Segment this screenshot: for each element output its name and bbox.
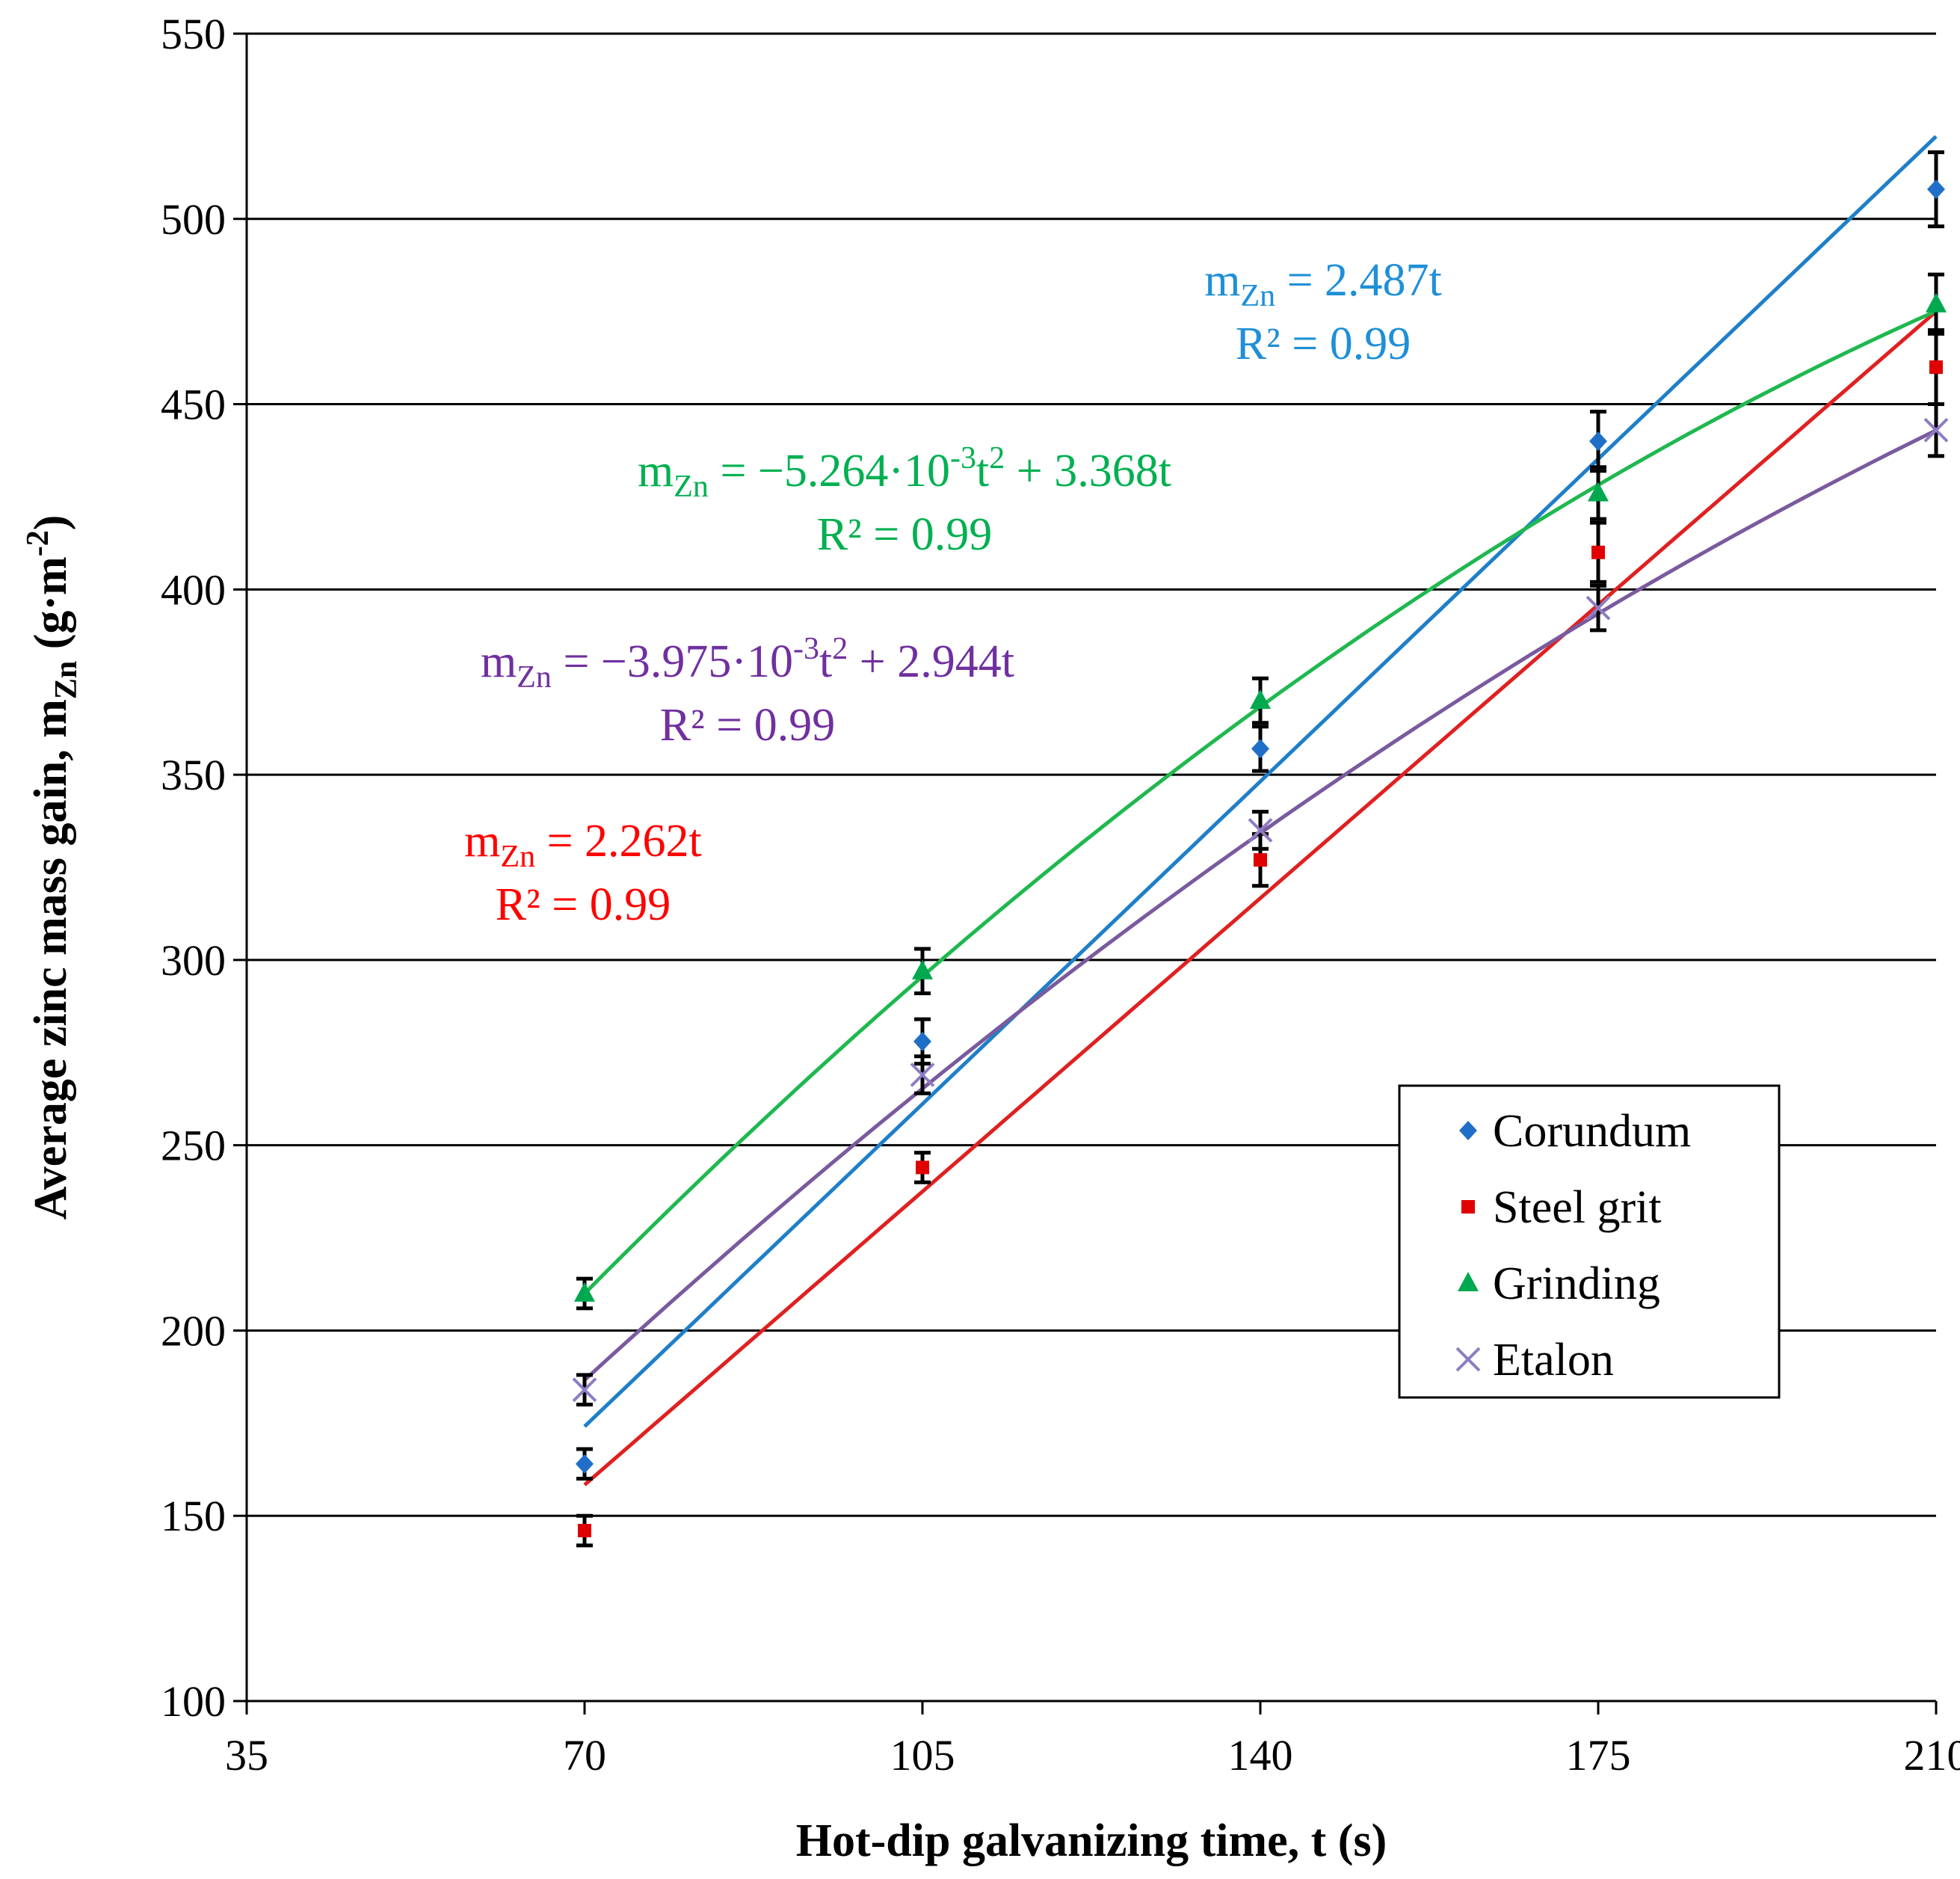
data-point-etalon-stroke: [572, 1377, 597, 1403]
axes: 100 150 200 250 300 350 400 450 500 550 35 70 105 140…: [21, 10, 1960, 1866]
y-axis-title-unit-sup: -2: [21, 530, 55, 556]
data-point-steel-grit: [1591, 545, 1605, 559]
r-squared-corundum: R² = 0.99: [1236, 319, 1411, 369]
y-tick-label: 350: [161, 751, 226, 799]
data-point-etalon-stroke: [910, 1062, 935, 1087]
data-point-corundum: [1589, 431, 1607, 452]
legend-marker-grinding: [1458, 1272, 1479, 1291]
equation-part: = 2.262t: [535, 816, 702, 867]
data-point-etalon: [1585, 595, 1611, 621]
x-tick-label: 105: [890, 1731, 955, 1780]
y-tick-label: 550: [161, 10, 226, 58]
equation-part: 2: [832, 632, 848, 666]
equation-part: -3: [793, 632, 819, 666]
y-axis-title-unit-close: ): [25, 515, 76, 531]
data-point-steel-grit: [916, 1160, 929, 1175]
data-point-etalon-stroke: [1923, 417, 1949, 443]
data-point-etalon: [910, 1062, 935, 1087]
y-axis-title-sub: Zn: [49, 661, 84, 699]
equation-part: = −3.975·10: [552, 636, 793, 687]
legend-label-corundum: Corundum: [1493, 1106, 1691, 1157]
equation-part: Zn: [517, 660, 552, 695]
y-axis-title-unit: (g·m: [25, 556, 76, 660]
x-tick-label: 35: [225, 1731, 268, 1780]
x-tick-label: 175: [1566, 1731, 1631, 1780]
equation-part: m: [1204, 255, 1240, 306]
legend-label-steel-grit: Steel grit: [1493, 1182, 1662, 1233]
y-tick-label: 400: [161, 565, 226, 614]
y-axis-title: Average zinc mass gain, mZn (g·m-2): [21, 515, 84, 1220]
data-markers: [572, 179, 1949, 1538]
data-point-corundum: [576, 1454, 594, 1474]
equation-etalon: mZn = −3.975·10-3t2 + 2.944t: [481, 632, 1014, 695]
y-axis-title-main: Average zinc mass gain, m: [25, 699, 76, 1220]
data-point-steel-grit: [1254, 853, 1267, 867]
legend-marker-steel-grit: [1461, 1200, 1475, 1214]
equation-part: = −5.264·10: [709, 446, 950, 496]
legend: Corundum Steel grit Grinding Etalon: [1398, 1084, 1781, 1399]
data-point-steel-grit: [578, 1524, 591, 1538]
legend-label-grinding: Grinding: [1493, 1258, 1660, 1309]
equation-part: m: [638, 446, 674, 496]
equation-part: Zn: [500, 840, 535, 874]
equation-part: = 2.487t: [1275, 255, 1442, 306]
r-squared-steel-grit: R² = 0.99: [496, 879, 671, 930]
fit-line-corundum: [583, 135, 1938, 1428]
fit-line-steel-grit: [583, 310, 1938, 1486]
y-tick-label: 300: [161, 936, 226, 985]
gridlines: [247, 32, 1936, 1703]
equation-steel-grit: mZn = 2.262t: [464, 816, 702, 874]
y-tick-label: 200: [161, 1306, 226, 1355]
r-squared-etalon: R² = 0.99: [660, 700, 835, 751]
equation-part: Zn: [674, 470, 709, 504]
data-point-etalon: [572, 1377, 597, 1403]
data-point-grinding: [574, 1282, 595, 1302]
equation-part: m: [481, 636, 517, 687]
x-tick-label: 70: [563, 1731, 606, 1780]
data-point-grinding: [1926, 292, 1947, 313]
equation-part: t: [976, 446, 989, 496]
legend-marker-corundum: [1459, 1121, 1477, 1140]
legend-marker-etalon: [1455, 1347, 1481, 1372]
legend-box: [1398, 1084, 1781, 1399]
equation-part: + 2.944t: [848, 636, 1014, 687]
data-point-corundum: [1927, 179, 1945, 200]
equation-part: m: [464, 816, 500, 867]
data-point-grinding: [1250, 689, 1271, 709]
data-point-grinding: [1588, 482, 1609, 502]
x-tick-label: 140: [1228, 1731, 1293, 1780]
x-axis-title: Hot-dip galvanizing time, t (s): [796, 1815, 1387, 1866]
equation-part: 2: [989, 441, 1005, 476]
data-point-etalon-stroke: [1585, 595, 1611, 621]
equation-part: Zn: [1240, 279, 1275, 313]
y-tick-label: 500: [161, 195, 226, 244]
data-point-etalon-stroke: [1248, 818, 1273, 843]
data-point-steel-grit: [1929, 360, 1943, 374]
data-point-corundum: [1251, 739, 1269, 759]
equation-corundum: mZn = 2.487t: [1204, 255, 1442, 313]
y-tick-label: 100: [161, 1677, 226, 1726]
legend-marker-etalon-stroke: [1455, 1347, 1481, 1372]
equation-part: + 3.368t: [1005, 446, 1171, 496]
y-tick-label: 150: [161, 1492, 226, 1540]
legend-label-etalon: Etalon: [1493, 1335, 1614, 1386]
r-squared-grinding: R² = 0.99: [817, 509, 992, 560]
y-tick-label: 450: [161, 381, 226, 429]
data-point-etalon: [1923, 417, 1949, 443]
data-point-corundum: [913, 1031, 931, 1051]
equation-grinding: mZn = −5.264·10-3t2 + 3.368t: [638, 441, 1171, 504]
y-tick-label: 250: [161, 1122, 226, 1170]
data-point-grinding: [912, 959, 933, 980]
data-point-etalon: [1248, 818, 1273, 843]
x-tick-label: 210: [1904, 1731, 1960, 1780]
equation-part: t: [819, 636, 832, 687]
equation-part: -3: [950, 441, 976, 476]
